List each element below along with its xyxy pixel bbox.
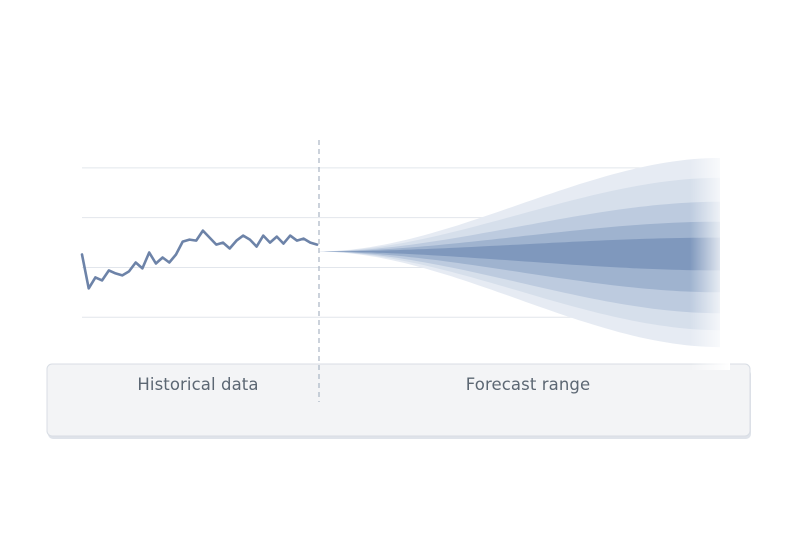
forecast-bands — [317, 158, 720, 348]
historical-data-label: Historical data — [137, 375, 259, 394]
label-panel — [46, 363, 751, 437]
history-line — [80, 229, 319, 290]
forecast-range-label: Forecast range — [465, 375, 591, 394]
forecast-fade — [690, 130, 730, 370]
history-series — [80, 229, 319, 290]
forecast-band-5 — [317, 237, 720, 271]
